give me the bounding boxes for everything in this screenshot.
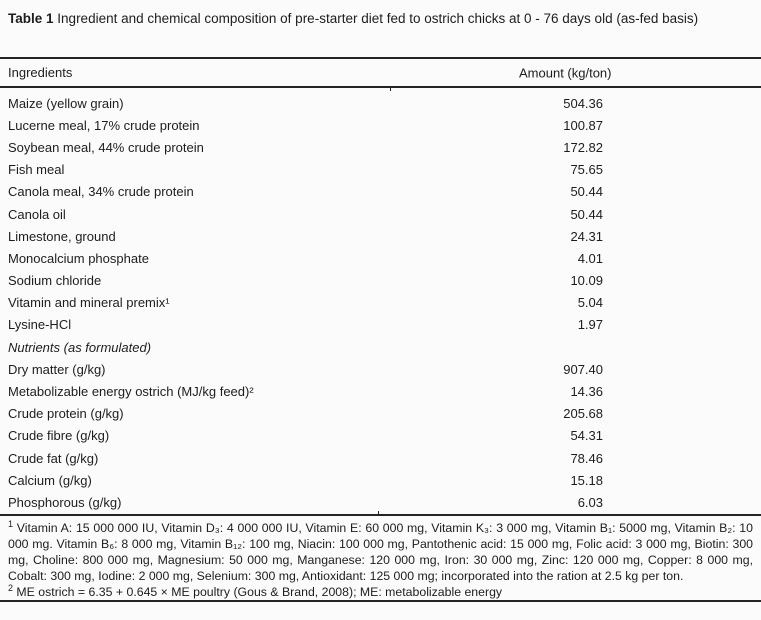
column-header-ingredients: Ingredients [8,65,73,80]
table-row: Metabolizable energy ostrich (MJ/kg feed… [0,380,761,402]
amount-value: 15.18 [570,472,603,488]
ingredient-label: Limestone, ground [8,228,116,244]
table-row: Monocalcium phosphate 4.01 [0,247,761,269]
table-caption: Table 1 Ingredient and chemical composit… [0,0,761,50]
amount-value: 10.09 [570,273,603,289]
ingredient-label: Lucerne meal, 17% crude protein [8,117,200,133]
ingredient-label: Crude fat (g/kg) [8,450,99,466]
table-row: Crude fat (g/kg) 78.46 [0,447,761,469]
table-row: Canola meal, 34% crude protein 50.44 [0,181,761,203]
ingredient-label: Monocalcium phosphate [8,250,149,266]
table-row: Calcium (g/kg) 15.18 [0,469,761,491]
ingredient-label: Maize (yellow grain) [8,95,124,111]
amount-value: 1.97 [577,317,603,333]
amount-value: 50.44 [570,184,603,200]
amount-value: 24.31 [570,228,603,244]
table-row: Maize (yellow grain) 504.36 [0,92,761,114]
ingredient-label: Vitamin and mineral premix¹ [8,295,170,311]
amount-value: 78.46 [570,450,603,466]
footnote-2: 2 ME ostrich = 6.35 + 0.645 × ME poultry… [8,582,753,600]
caption-text: Ingredient and chemical composition of p… [57,11,699,26]
table-row: Fish meal 75.65 [0,159,761,181]
ingredient-label: Lysine-HCl [8,317,72,333]
ingredient-label: Dry matter (g/kg) [8,361,106,377]
footnote-text: ME ostrich = 6.35 + 0.645 × ME poultry (… [13,584,503,599]
table-row: Dry matter (g/kg) 907.40 [0,358,761,380]
amount-value: 205.68 [563,406,603,422]
ingredient-label: Calcium (g/kg) [8,472,92,488]
ingredient-label: Phosphorous (g/kg) [8,494,122,510]
footnote-marker: 2 [8,582,14,593]
amount-value: 54.31 [570,428,603,444]
scan-tick [378,510,379,514]
table-row: Vitamin and mineral premix¹ 5.04 [0,292,761,314]
amount-value: 6.03 [577,494,603,510]
ingredient-label: Canola oil [8,206,66,222]
table-row: Soybean meal, 44% crude protein 172.82 [0,136,761,158]
amount-value: 907.40 [563,361,603,377]
ingredient-label: Soybean meal, 44% crude protein [8,139,204,155]
footnote-text: Vitamin A: 15 000 000 IU, Vitamin D₃: 4 … [8,520,753,583]
table-section-row: Nutrients (as formulated) [0,336,761,358]
ingredient-label: Crude fibre (g/kg) [8,428,110,444]
table-row: Sodium chloride 10.09 [0,270,761,292]
table-row: Canola oil 50.44 [0,203,761,225]
footnotes: 1 Vitamin A: 15 000 000 IU, Vitamin D₃: … [0,516,761,600]
footnote-1: 1 Vitamin A: 15 000 000 IU, Vitamin D₃: … [8,518,753,584]
amount-value: 4.01 [577,250,603,266]
table-row: Lucerne meal, 17% crude protein 100.87 [0,114,761,136]
table-body: Maize (yellow grain) 504.36 Lucerne meal,… [0,88,761,514]
table-header-row: Ingredients Amount (kg/ton) [0,59,761,91]
amount-value: 100.87 [563,117,603,133]
table-row: Limestone, ground 24.31 [0,225,761,247]
amount-value: 75.65 [570,162,603,178]
ingredient-label: Sodium chloride [8,273,102,289]
table-row: Crude protein (g/kg) 205.68 [0,403,761,425]
rule-top [0,57,761,59]
amount-value: 50.44 [570,206,603,222]
amount-value: 504.36 [563,95,603,111]
ingredient-label: Fish meal [8,162,65,178]
ingredient-label: Crude protein (g/kg) [8,406,124,422]
footnote-marker: 1 [8,518,14,529]
table-row: Phosphorous (g/kg) 6.03 [0,491,761,513]
ingredient-label: Canola meal, 34% crude protein [8,184,194,200]
amount-value: 14.36 [570,384,603,400]
rule-bottom [0,599,761,602]
rule-footer [0,510,761,516]
amount-value: 172.82 [563,139,603,155]
table-row: Crude fibre (g/kg) 54.31 [0,425,761,447]
column-header-amount: Amount (kg/ton) [519,65,612,80]
ingredient-label: Metabolizable energy ostrich (MJ/kg feed… [8,384,254,400]
table-row: Lysine-HCl 1.97 [0,314,761,336]
scan-tick [390,87,391,91]
caption-label: Table 1 [8,11,54,26]
section-label: Nutrients (as formulated) [8,339,152,355]
amount-value: 5.04 [577,295,603,311]
